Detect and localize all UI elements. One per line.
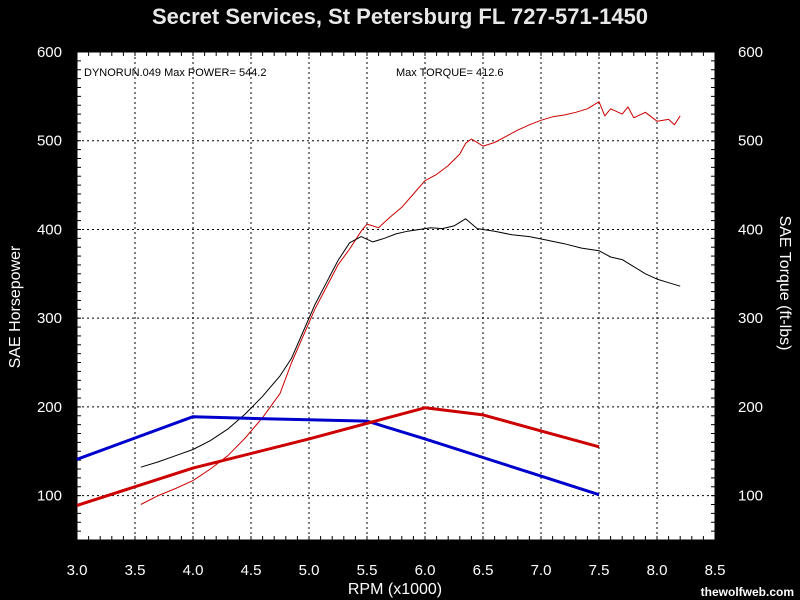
y-tick-label-right: 200 bbox=[738, 399, 763, 416]
x-tick-label: 7.5 bbox=[589, 562, 610, 579]
y-axis-label-right: SAE Torque (ft-lbs) bbox=[776, 216, 793, 351]
x-tick-label: 3.0 bbox=[67, 562, 88, 579]
x-tick-label: 4.5 bbox=[241, 562, 262, 579]
y-tick-label-right: 600 bbox=[738, 44, 763, 61]
y-tick-label-left: 500 bbox=[37, 133, 62, 150]
y-axis-label-left: SAE Horsepower bbox=[7, 245, 24, 368]
x-axis-label: RPM (x1000) bbox=[348, 581, 442, 598]
series-line-blue bbox=[76, 415, 600, 497]
annotation-max-power: DYNORUN.049 Max POWER= 544.2 bbox=[84, 67, 266, 79]
plot-area bbox=[76, 51, 716, 541]
y-tick-label-left: 100 bbox=[37, 488, 62, 505]
annotations: DYNORUN.049 Max POWER= 544.2 Max TORQUE=… bbox=[84, 67, 504, 79]
chart-title: Secret Services, St Petersburg FL 727-57… bbox=[152, 4, 648, 29]
series-line-torque bbox=[140, 218, 681, 468]
series-line-red bbox=[76, 406, 600, 507]
y-tick-label-right: 500 bbox=[738, 133, 763, 150]
watermark: thewolfweb.com bbox=[701, 585, 794, 599]
x-tick-label: 5.0 bbox=[299, 562, 320, 579]
y-tick-label-left: 400 bbox=[37, 221, 62, 238]
y-tick-label-left: 200 bbox=[37, 399, 62, 416]
x-tick-label: 6.5 bbox=[473, 562, 494, 579]
x-tick-label: 8.5 bbox=[705, 562, 726, 579]
x-tick-label: 5.5 bbox=[357, 562, 378, 579]
y-tick-label-right: 400 bbox=[738, 221, 763, 238]
y-tick-label-right: 100 bbox=[738, 488, 763, 505]
x-tick-label: 3.5 bbox=[125, 562, 146, 579]
axis-ticks: 3.0 3.5 4.0 4.5 5.0 5.5 6.0 6.5 7.0 7.5 8.0 8.5 100 2… bbox=[37, 44, 763, 579]
annotation-max-torque: Max TORQUE= 412.6 bbox=[396, 67, 504, 79]
y-tick-label-left: 600 bbox=[37, 44, 62, 61]
series-line-power bbox=[140, 101, 681, 505]
x-tick-label: 7.0 bbox=[531, 562, 552, 579]
series-group bbox=[76, 101, 681, 507]
x-tick-label: 4.0 bbox=[183, 562, 204, 579]
x-tick-label: 8.0 bbox=[647, 562, 668, 579]
x-tick-label: 6.0 bbox=[415, 562, 436, 579]
y-tick-label-left: 300 bbox=[37, 310, 62, 327]
y-tick-label-right: 300 bbox=[738, 310, 763, 327]
